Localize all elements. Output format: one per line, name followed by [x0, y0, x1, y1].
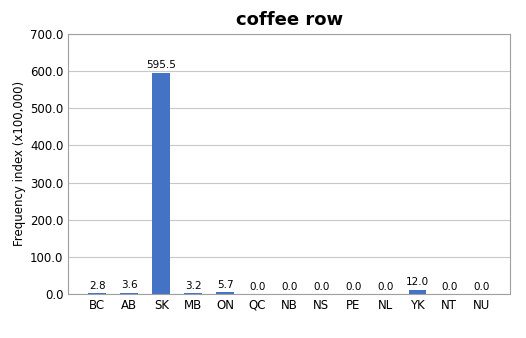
Text: 3.6: 3.6 [121, 281, 138, 290]
Text: 0.0: 0.0 [281, 282, 298, 292]
Text: 0.0: 0.0 [473, 282, 490, 292]
Y-axis label: Frequency index (x100,000): Frequency index (x100,000) [13, 81, 26, 246]
Bar [120, 293, 138, 294]
Bar [185, 293, 202, 294]
Bar [217, 292, 234, 294]
Text: 0.0: 0.0 [345, 282, 361, 292]
Text: 0.0: 0.0 [313, 282, 329, 292]
Bar [88, 293, 106, 294]
Text: 0.0: 0.0 [441, 282, 458, 292]
Bar [409, 290, 426, 294]
Text: 2.8: 2.8 [89, 281, 106, 291]
Text: 5.7: 5.7 [217, 280, 234, 290]
Text: 0.0: 0.0 [249, 282, 266, 292]
Title: coffee row: coffee row [236, 11, 343, 29]
Text: 0.0: 0.0 [377, 282, 393, 292]
Text: 3.2: 3.2 [185, 281, 201, 291]
Text: 595.5: 595.5 [146, 61, 176, 70]
Text: 12.0: 12.0 [406, 277, 429, 287]
Bar [153, 73, 170, 294]
